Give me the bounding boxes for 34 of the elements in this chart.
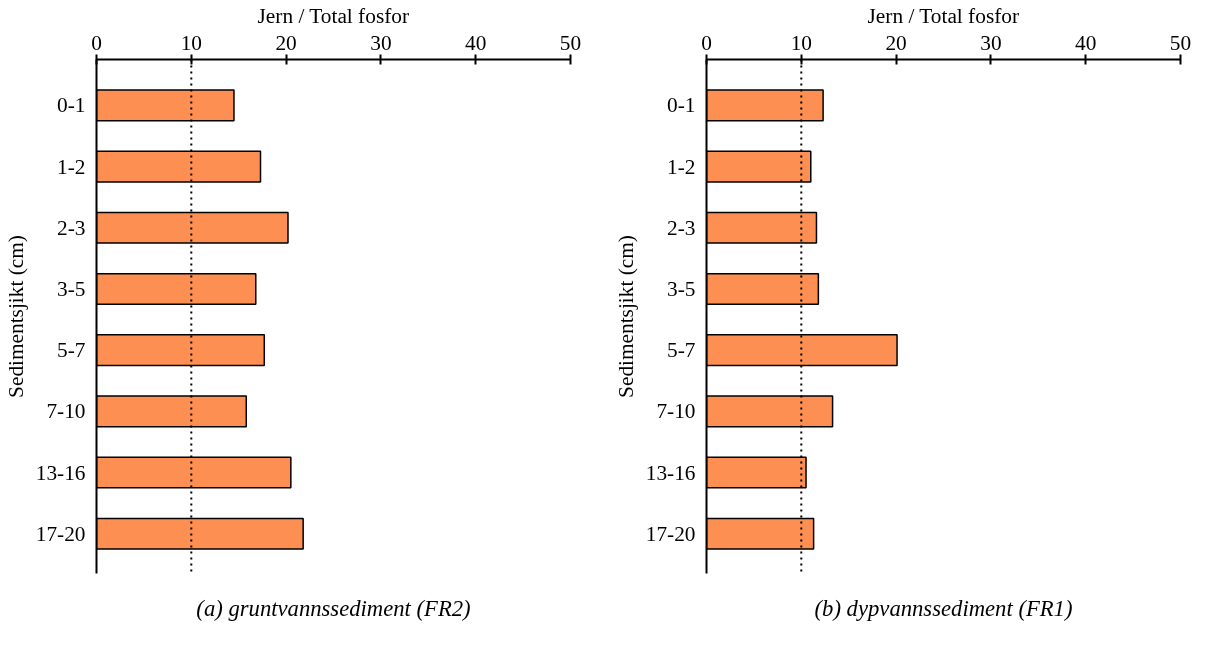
y-tick-label: 17-20 — [645, 521, 696, 546]
x-tick-label: 0 — [91, 30, 102, 55]
x-tick-label: 40 — [465, 30, 487, 55]
x-axis-title: Jern / Total fosfor — [257, 3, 410, 28]
y-tick-label: 2-3 — [57, 215, 86, 240]
x-tick-label: 20 — [885, 30, 907, 55]
text: (a) gruntvannssediment (FR2) — [196, 595, 471, 621]
y-tick-label: 1-2 — [667, 154, 696, 179]
text: (b) dypvannssediment (FR1) — [814, 595, 1073, 621]
y-tick-label: 7-10 — [46, 399, 86, 424]
y-tick-label: 13-16 — [645, 460, 696, 485]
x-axis-title: Jern / Total fosfor — [867, 3, 1020, 28]
x-tick-label: 30 — [980, 30, 1002, 55]
y-tick-label: 3-5 — [57, 276, 86, 301]
y-tick-label: 7-10 — [656, 399, 696, 424]
x-tick-label: 10 — [180, 30, 202, 55]
x-tick-label: 30 — [370, 30, 392, 55]
x-tick-label: 10 — [790, 30, 812, 55]
x-tick-label: 20 — [275, 30, 297, 55]
y-tick-label: 17-20 — [35, 521, 86, 546]
y-tick-label: 0-1 — [667, 93, 696, 118]
y-axis-title: Sedimentsjikt (cm) — [3, 235, 28, 398]
x-tick-label: 40 — [1075, 30, 1097, 55]
y-tick-label: 5-7 — [57, 338, 86, 363]
y-tick-label: 0-1 — [57, 93, 86, 118]
y-tick-label: 3-5 — [667, 276, 696, 301]
x-tick-label: 0 — [701, 30, 712, 55]
y-tick-label: 13-16 — [35, 460, 86, 485]
x-tick-label: 50 — [559, 30, 582, 55]
y-axis-title: Sedimentsjikt (cm) — [613, 235, 638, 398]
x-tick-label: 50 — [1169, 30, 1192, 55]
y-tick-label: 1-2 — [57, 154, 86, 179]
y-tick-label: 5-7 — [667, 338, 696, 363]
y-tick-label: 2-3 — [667, 215, 696, 240]
